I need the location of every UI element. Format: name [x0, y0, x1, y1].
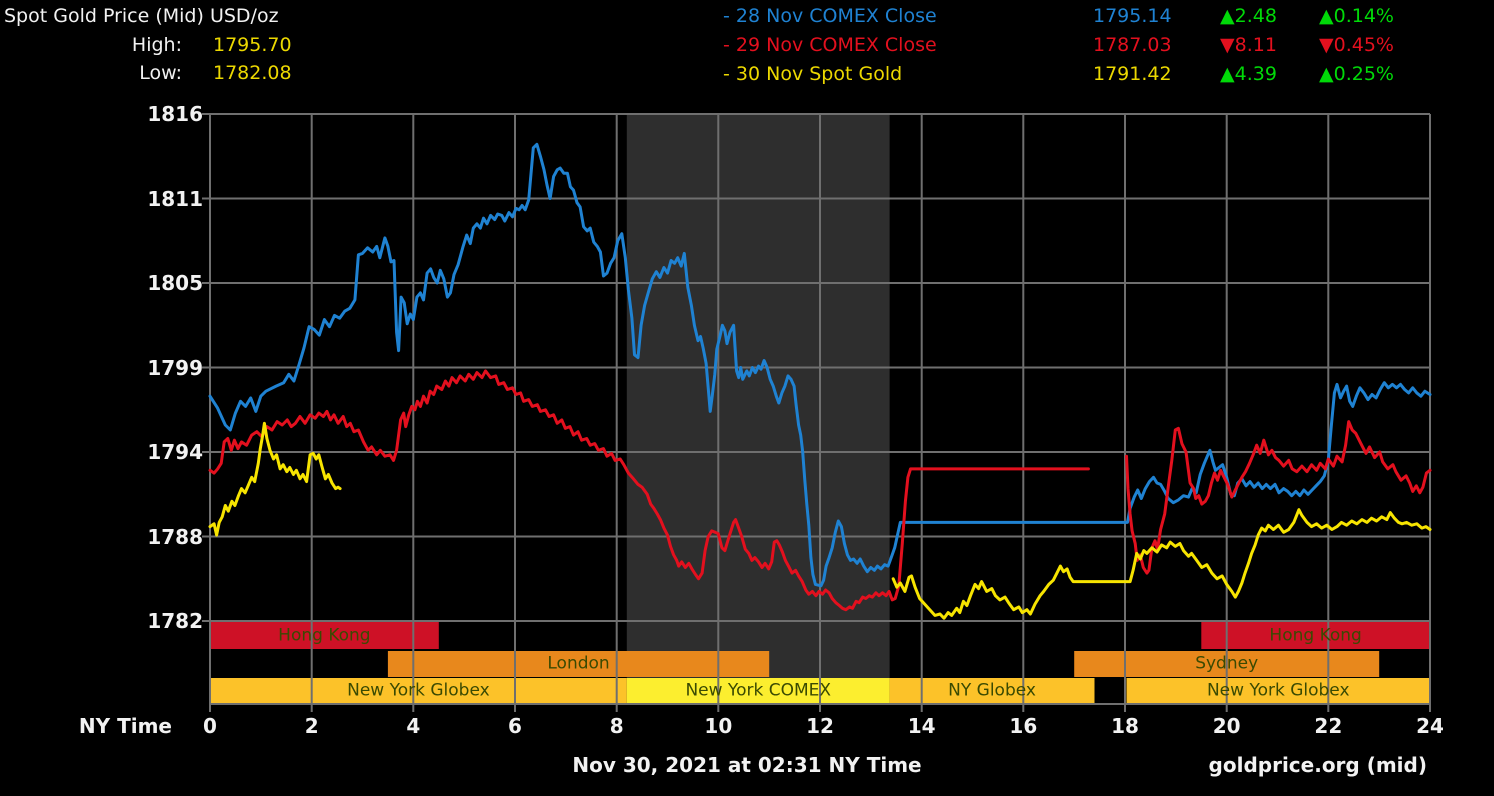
session-label: Hong Kong [1269, 625, 1362, 645]
x-tick-label: 8 [609, 714, 624, 738]
legend-series-value: 1795.14 [1093, 5, 1172, 27]
x-tick-label: 6 [508, 714, 522, 738]
x-tick-label: 14 [907, 714, 936, 738]
session-band [387, 651, 770, 677]
legend-series-label: - 29 Nov COMEX Close [723, 34, 937, 56]
comex-session-shade [626, 114, 890, 704]
session-label: New York Globex [347, 680, 490, 701]
x-tick-label: 22 [1314, 714, 1343, 738]
legend-change-pct: ▲0.25% [1319, 63, 1394, 85]
price-line [891, 508, 1432, 620]
legend-series-value: 1791.42 [1093, 63, 1172, 85]
page-title: Spot Gold Price (Mid) USD/oz [4, 5, 279, 27]
legend-series-label: - 28 Nov COMEX Close [723, 5, 937, 27]
x-tick-label: 0 [203, 714, 217, 738]
x-tick-label: 10 [704, 714, 733, 738]
legend-change-pct: ▲0.14% [1319, 5, 1394, 27]
y-tick-label: 1788 [147, 524, 203, 549]
session-band [1126, 678, 1430, 704]
x-tick-label: 12 [806, 714, 834, 738]
price-line [208, 142, 1432, 588]
y-tick-label: 1816 [147, 102, 203, 126]
y-tick-label: 1811 [147, 186, 203, 211]
high-label: High: [131, 34, 182, 56]
session-label: Hong Kong [278, 625, 371, 645]
session-label: New York COMEX [685, 680, 832, 701]
footer-source: goldprice.org (mid) [1208, 753, 1427, 777]
session-label: NY Globex [948, 680, 1036, 701]
session-band [889, 678, 1095, 704]
legend-change-down-icon: ▼8.11 [1220, 34, 1277, 56]
x-tick-label: 24 [1416, 714, 1444, 738]
price-line [1125, 420, 1432, 575]
session-label: London [547, 653, 610, 674]
price-line [208, 369, 1090, 612]
legend-change-pct: ▼0.45% [1319, 34, 1394, 56]
y-tick-label: 1782 [147, 609, 203, 633]
y-tick-label: 1799 [147, 355, 203, 380]
session-band [210, 622, 439, 649]
x-tick-label: 4 [406, 714, 421, 738]
y-tick-label: 1805 [147, 271, 203, 295]
x-tick-label: 18 [1111, 714, 1139, 738]
low-label: Low: [139, 62, 182, 84]
session-band [210, 678, 627, 704]
price-line [208, 421, 342, 537]
legend-change-up-icon: ▲2.48 [1220, 5, 1277, 27]
legend-series-value: 1787.03 [1093, 34, 1172, 56]
session-label: Sydney [1195, 653, 1259, 674]
x-tick-label: 2 [304, 714, 319, 738]
x-axis-caption: NY Time [78, 714, 172, 738]
footer-timestamp: Nov 30, 2021 at 02:31 NY Time [572, 753, 922, 777]
legend-change-up-icon: ▲4.39 [1220, 63, 1277, 85]
session-band [626, 678, 890, 704]
session-label: New York Globex [1206, 680, 1350, 701]
high-value: 1795.70 [213, 34, 292, 56]
x-tick-label: 16 [1009, 714, 1038, 738]
x-tick-label: 20 [1212, 714, 1241, 738]
session-band [1201, 622, 1431, 649]
legend-series-label: - 30 Nov Spot Gold [723, 63, 903, 85]
low-value: 1782.08 [213, 62, 292, 84]
y-tick-label: 1794 [147, 440, 203, 464]
